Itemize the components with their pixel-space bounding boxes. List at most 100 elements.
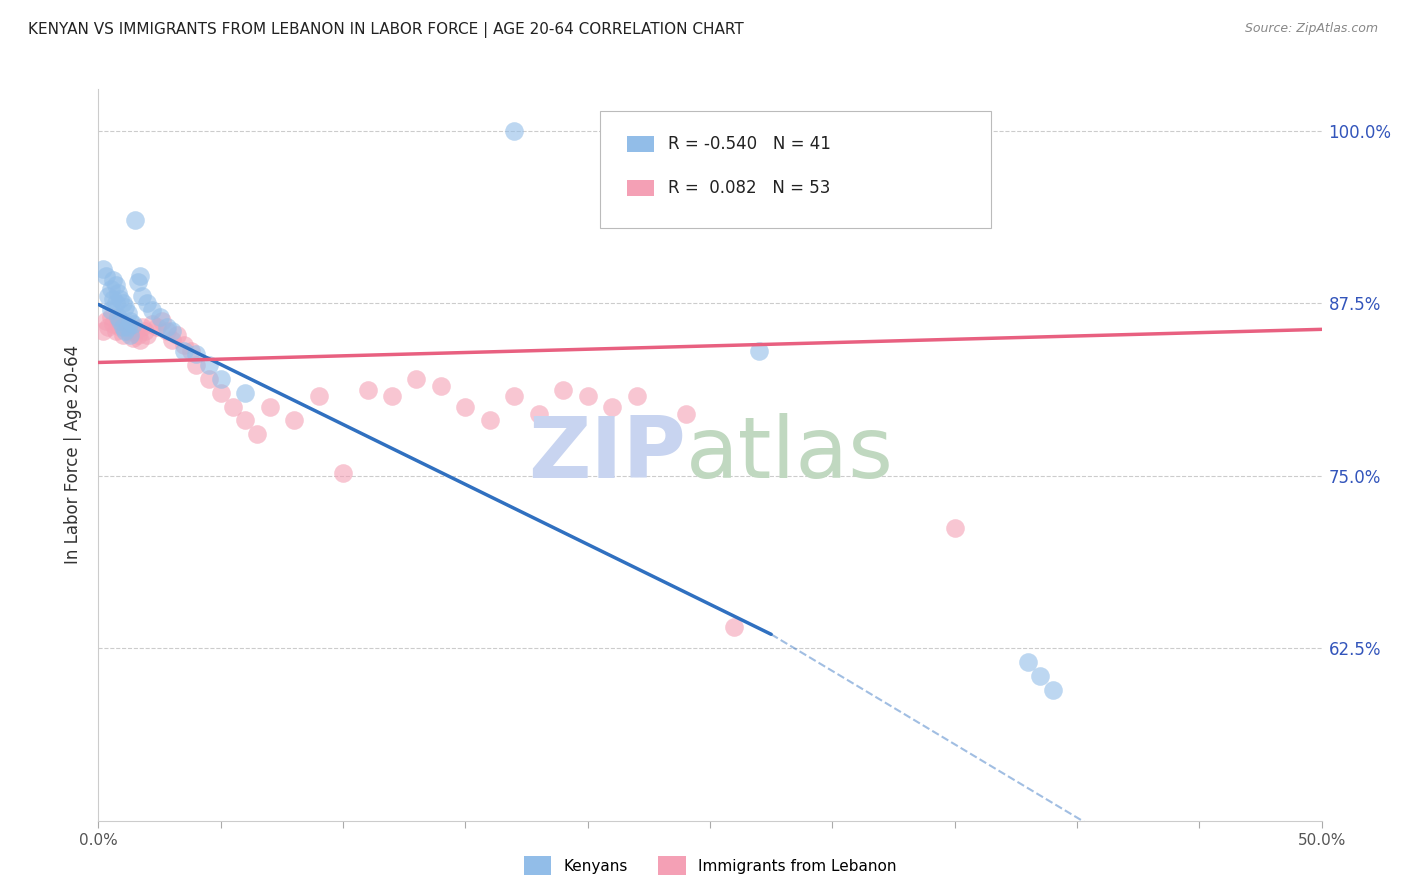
Point (553, 383, 575, 397)
Point (107, 314, 129, 328)
Point (100, 282, 122, 296)
Text: R =  0.082   N = 53: R = 0.082 N = 53 (668, 179, 831, 197)
Point (129, 334, 152, 348)
Point (107, 286, 129, 301)
Point (114, 300, 136, 314)
Point (233, 385, 256, 400)
Point (100, 303, 122, 318)
Text: ZIP: ZIP (527, 413, 686, 497)
Point (156, 324, 179, 338)
Point (110, 292, 132, 306)
Point (117, 324, 139, 338)
Point (283, 413, 305, 427)
Text: atlas: atlas (686, 413, 894, 497)
Point (149, 310, 172, 324)
Point (723, 620, 745, 634)
Point (503, 388, 526, 402)
Point (748, 344, 770, 359)
Point (129, 268, 152, 283)
Point (114, 324, 136, 338)
Point (124, 324, 146, 338)
Point (943, 521, 966, 535)
Point (94, 268, 117, 283)
Point (121, 330, 143, 344)
Point (117, 306, 139, 320)
Point (131, 289, 153, 303)
Point (120, 319, 142, 334)
Point (246, 427, 269, 442)
Y-axis label: In Labor Force | Age 20-64: In Labor Force | Age 20-64 (65, 345, 83, 565)
Point (141, 317, 163, 331)
Point (127, 276, 149, 290)
Point (104, 296, 127, 310)
Point (600, 400, 623, 414)
Point (100, 310, 122, 324)
Text: Source: ZipAtlas.com: Source: ZipAtlas.com (1244, 22, 1378, 36)
Point (124, 213, 146, 227)
Point (111, 327, 134, 342)
Point (332, 466, 354, 480)
Point (503, 123, 526, 137)
Point (259, 400, 281, 414)
Point (94, 314, 117, 328)
Point (356, 383, 378, 397)
Point (91, 261, 114, 276)
Point (381, 388, 404, 402)
Point (160, 334, 183, 348)
Point (527, 407, 550, 421)
Point (478, 413, 501, 427)
Point (1042, 682, 1064, 697)
Point (675, 407, 697, 421)
Point (197, 372, 219, 386)
FancyBboxPatch shape (600, 112, 991, 228)
Point (104, 324, 127, 338)
Point (430, 379, 453, 393)
Point (111, 296, 134, 310)
Point (146, 319, 169, 334)
Point (186, 347, 208, 361)
Point (131, 319, 153, 334)
Point (141, 303, 163, 318)
Point (405, 372, 427, 386)
Point (104, 278, 127, 293)
Point (186, 358, 208, 372)
Point (120, 314, 142, 328)
Point (120, 327, 142, 342)
Point (101, 292, 124, 306)
Point (127, 327, 149, 342)
Point (110, 314, 132, 328)
Point (233, 413, 256, 427)
Point (454, 400, 477, 414)
Point (121, 317, 143, 331)
Bar (627, 180, 654, 196)
Point (173, 337, 195, 351)
Point (97, 319, 120, 334)
Point (209, 372, 232, 386)
Point (156, 319, 179, 334)
Point (166, 327, 188, 342)
Point (136, 327, 159, 342)
Point (308, 388, 330, 402)
Point (114, 317, 136, 331)
Point (1017, 655, 1039, 669)
Point (180, 344, 202, 359)
Point (101, 273, 124, 287)
Legend: Kenyans, Immigrants from Lebanon: Kenyans, Immigrants from Lebanon (516, 848, 904, 882)
Bar (627, 136, 654, 153)
Text: KENYAN VS IMMIGRANTS FROM LEBANON IN LABOR FORCE | AGE 20-64 CORRELATION CHART: KENYAN VS IMMIGRANTS FROM LEBANON IN LAB… (28, 22, 744, 38)
Point (222, 400, 245, 414)
Point (134, 324, 156, 338)
Point (136, 296, 159, 310)
Point (576, 388, 599, 402)
Point (107, 310, 129, 324)
Point (111, 319, 134, 334)
Point (173, 344, 195, 359)
Point (197, 358, 219, 372)
Point (150, 314, 173, 328)
Point (97, 289, 120, 303)
Point (91, 324, 114, 338)
Point (110, 319, 132, 334)
Point (117, 319, 139, 334)
Point (101, 317, 124, 331)
Point (160, 324, 183, 338)
